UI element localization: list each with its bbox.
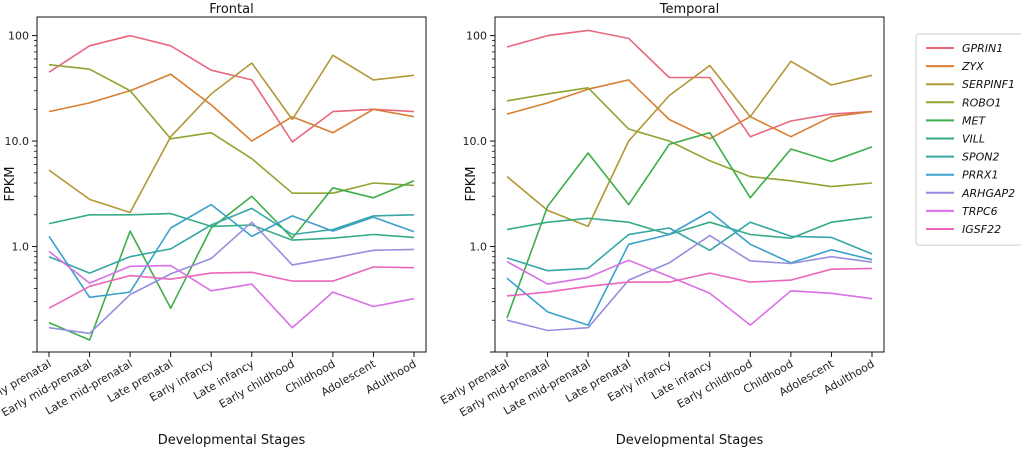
series-line-igsf22 xyxy=(506,267,873,297)
chart-title: Frontal xyxy=(209,2,253,17)
y-tick-label: 100 xyxy=(466,30,487,43)
series-line-prrx1 xyxy=(48,203,415,299)
series-line-robo1 xyxy=(506,87,873,188)
x-axis-label: Developmental Stages xyxy=(158,433,306,448)
x-axis-label: Developmental Stages xyxy=(616,433,764,448)
series-line-arhgap22 xyxy=(48,221,415,335)
legend-label: TRPC6 xyxy=(962,205,998,218)
series-line-vill xyxy=(48,212,415,241)
y-tick-label: 1.0 xyxy=(12,241,30,254)
legend-label: GPRIN1 xyxy=(962,42,1003,55)
series-line-trpc6 xyxy=(506,259,873,326)
plot-frame xyxy=(494,16,885,353)
legend-label: VILL xyxy=(962,133,985,146)
series-line-spon2 xyxy=(506,221,873,272)
y-tick-label: 10.0 xyxy=(5,135,30,148)
legend-label: ZYX xyxy=(961,60,984,73)
series-line-gprin1 xyxy=(506,29,873,138)
series-line-met xyxy=(506,131,873,319)
plot-frame xyxy=(36,16,427,353)
series-line-serpinf1 xyxy=(506,60,873,228)
series-line-met xyxy=(48,180,415,341)
series-line-prrx1 xyxy=(506,210,873,326)
legend-label: SPON2 xyxy=(962,151,1000,164)
y-axis-label: FPKM xyxy=(3,166,18,201)
series-line-trpc6 xyxy=(48,250,415,329)
legend-label: ARHGAP2 xyxy=(961,187,1015,200)
legend-label: PRRX1 xyxy=(962,169,998,182)
series-line-zyx xyxy=(506,79,873,140)
legend-label: MET xyxy=(962,114,986,127)
legend-label: ROBO1 xyxy=(962,96,1002,109)
series-line-serpinf1 xyxy=(48,54,415,214)
series-line-gprin1 xyxy=(48,34,415,143)
series-line-igsf22 xyxy=(48,266,415,309)
legend-label: SERPINF1 xyxy=(962,78,1015,91)
legend: GPRIN1 ZYX SERPINF1 ROBO1 MET VILL SPON2 PRRX1 A… xyxy=(915,33,1021,246)
y-tick-label: 10.0 xyxy=(463,135,488,148)
series-line-zyx xyxy=(48,73,415,142)
legend-label: IGSF22 xyxy=(962,223,1001,236)
series-line-arhgap22 xyxy=(506,234,873,332)
y-tick-label: 100 xyxy=(8,30,29,43)
chart-title: Temporal xyxy=(659,2,720,17)
y-tick-label: 1.0 xyxy=(470,241,488,254)
series-line-robo1 xyxy=(48,63,415,194)
series-line-spon2 xyxy=(48,207,415,274)
y-axis-label: FPKM xyxy=(464,166,479,201)
series-line-vill xyxy=(506,216,873,239)
